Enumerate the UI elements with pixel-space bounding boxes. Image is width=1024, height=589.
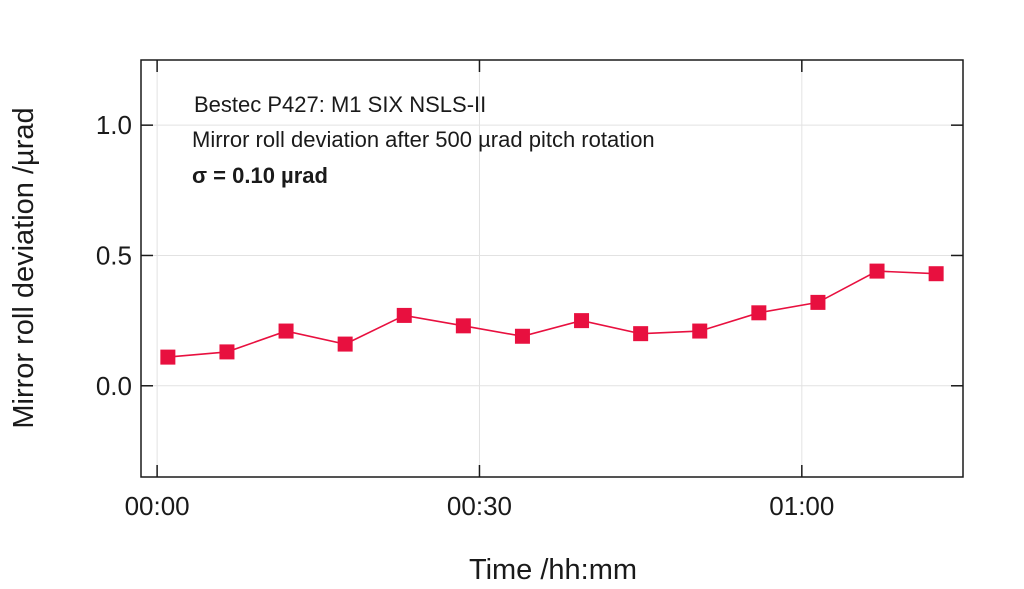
axis-ticks: 0.0 0.5 1.0 00:00 00:30 01:00 [96, 60, 963, 521]
x-tick-label: 01:00 [769, 491, 834, 521]
annotation-line-1: Bestec P427: M1 SIX NSLS-II [194, 92, 486, 117]
y-tick-label: 0.5 [96, 240, 132, 270]
data-point-marker [810, 294, 826, 310]
data-point-marker [396, 307, 412, 323]
annotation-line-3: σ = 0.10 µrad [192, 163, 328, 188]
data-point-marker [928, 266, 944, 282]
data-point-marker [219, 344, 235, 360]
grid-lines [141, 60, 963, 477]
data-point-marker [514, 328, 530, 344]
data-point-marker [869, 263, 885, 279]
data-point-marker [455, 318, 471, 334]
data-point-marker [751, 305, 767, 321]
annotation-line-2: Mirror roll deviation after 500 µrad pit… [192, 127, 655, 152]
data-point-marker [160, 349, 176, 365]
y-tick-label: 1.0 [96, 110, 132, 140]
data-point-marker [574, 313, 590, 329]
x-tick-label: 00:30 [447, 491, 512, 521]
x-axis-title: Time /hh:mm [469, 554, 637, 586]
y-tick-label: 0.0 [96, 371, 132, 401]
y-axis-title: Mirror roll deviation /µrad [8, 107, 40, 428]
data-point-marker [278, 323, 294, 339]
data-series [160, 263, 944, 365]
data-point-marker [633, 326, 649, 342]
series-line [167, 270, 937, 358]
annotation-box: Bestec P427: M1 SIX NSLS-II Mirror roll … [192, 92, 655, 188]
x-tick-label: 00:00 [125, 491, 190, 521]
data-point-marker [337, 336, 353, 352]
plot-frame [140, 59, 964, 478]
data-point-marker [692, 323, 708, 339]
